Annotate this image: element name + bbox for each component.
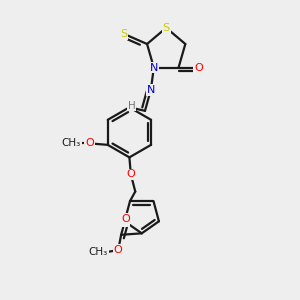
Text: O: O [120,216,129,226]
Text: N: N [147,85,155,94]
Text: O: O [114,245,123,255]
Text: O: O [121,214,130,224]
Text: S: S [163,23,170,33]
Text: CH₃: CH₃ [61,138,81,148]
Text: O: O [127,169,135,179]
Text: H: H [128,100,136,110]
Text: CH₃: CH₃ [88,248,108,257]
Text: O: O [85,138,94,148]
Text: methoxy: methoxy [84,142,90,143]
Text: O: O [194,63,203,73]
Text: S: S [120,29,127,39]
Text: N: N [150,63,158,73]
